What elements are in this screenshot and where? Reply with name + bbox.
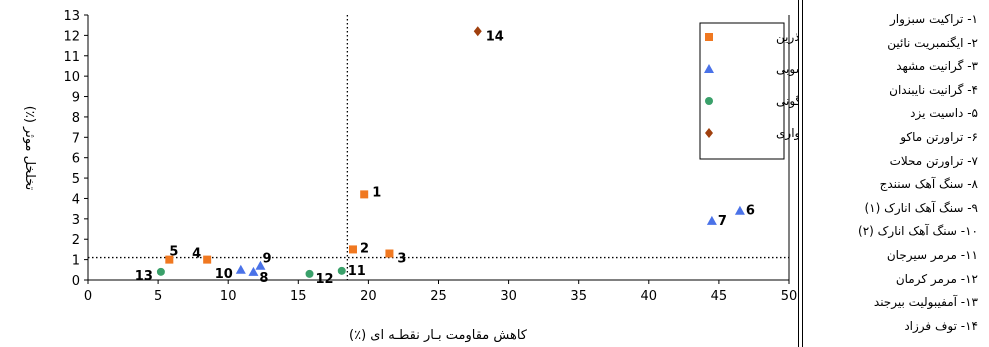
x-tick-label: 35: [570, 289, 587, 304]
figure-separator-left: [798, 0, 799, 347]
rock-list-item: ۱- تراکیت سبزوار: [889, 12, 978, 26]
legend-box: [699, 22, 785, 160]
x-tick-label: 45: [711, 289, 728, 304]
reference-lines: [88, 15, 789, 280]
rock-list-item: ۹- سنگ آهک انارک (۱): [864, 200, 978, 215]
x-tick-label: 5: [154, 289, 162, 304]
data-point-marker: [165, 255, 174, 264]
y-tick-label: 11: [63, 50, 80, 65]
y-tick-label: 9: [72, 91, 80, 106]
data-point-marker: [734, 205, 745, 215]
data-point-marker: [248, 266, 259, 276]
x-tick-label: 50: [781, 289, 798, 304]
data-point-label: 2: [360, 241, 369, 256]
y-tick-label: 0: [72, 274, 80, 289]
data-point-label: 5: [169, 245, 178, 260]
data-point-label: 12: [316, 272, 334, 287]
y-axis-title: تخلخل موثر (٪): [22, 106, 37, 191]
legend-label: آذرین: [776, 29, 798, 45]
data-point-label: 6: [746, 204, 755, 219]
data-point-label: 3: [397, 252, 406, 267]
x-axis-title: کاهش مقاومت بـار نقطـه ای (٪): [349, 328, 528, 343]
rock-list-item: ۲- ایگنمبریت نائین: [887, 35, 978, 50]
y-tick-label: 12: [63, 29, 80, 44]
data-point-marker: [156, 267, 165, 276]
rock-list-item: ۴- گرانیت نایبندان: [889, 82, 978, 97]
data-point-marker: [337, 266, 346, 275]
rock-list-item: ۱۲- مرمر کرمان: [895, 271, 978, 286]
rock-list-item: ۵- داسیت یزد: [910, 106, 978, 121]
rock-list: ۱- تراکیت سبزوار ۲- ایگنمبریت نائین ۳- گرا…: [804, 0, 986, 347]
x-tick-label: 10: [220, 289, 237, 304]
data-point-label: 1: [372, 185, 381, 200]
legend-marker: [705, 97, 713, 105]
data-point-marker: [385, 249, 394, 258]
y-tick-label: 13: [63, 9, 80, 24]
x-tick-label: 0: [84, 289, 92, 304]
y-tick-label: 3: [72, 213, 80, 228]
data-point-marker: [203, 255, 212, 264]
axes: [84, 14, 790, 284]
data-point-marker: [235, 264, 246, 274]
x-tick-label: 30: [500, 289, 517, 304]
y-tick-label: 6: [72, 152, 80, 167]
x-tick-label: 15: [290, 289, 307, 304]
legend-marker: [705, 128, 713, 138]
legend-label: آذرآواری: [776, 125, 798, 141]
legend-label: رسوبی: [776, 62, 798, 77]
legend-marker: [705, 33, 713, 41]
figure-separator-right: [802, 0, 803, 347]
data-point-label: 4: [192, 247, 201, 262]
rock-list-item: ۸- سنگ آهک سنندج: [879, 177, 978, 192]
y-tick-label: 8: [72, 111, 80, 126]
y-tick-label: 1: [72, 254, 80, 269]
legend-label: دگرگونی: [776, 94, 798, 109]
x-tick-label: 25: [430, 289, 447, 304]
data-point-label: 11: [348, 264, 366, 279]
y-tick-label: 5: [72, 172, 80, 187]
data-point-label: 13: [135, 269, 153, 284]
data-point-marker: [360, 190, 369, 199]
rock-list-item: ۱۱- مرمر سیرجان: [886, 248, 978, 262]
y-tick-label: 2: [72, 233, 80, 248]
chart-legend: آذرین رسوبی دگرگونی آذرآواری: [699, 22, 798, 160]
data-point-label: 14: [486, 29, 504, 44]
data-point-label: 8: [259, 271, 268, 286]
data-point-marker: [305, 269, 314, 278]
y-tick-label: 10: [63, 70, 80, 85]
rock-list-item: ۱۰- سنگ آهک انارک (۲): [858, 224, 978, 239]
x-tick-label: 20: [360, 289, 377, 304]
rock-list-item: ۱۳- آمفیبولیت بیرجند: [873, 295, 978, 310]
data-point-label: 9: [262, 252, 271, 267]
data-point-label: 7: [718, 214, 727, 229]
data-point-marker: [255, 260, 266, 270]
data-point-label: 10: [215, 267, 233, 282]
data-point-marker: [348, 245, 357, 254]
legend-marker: [704, 64, 714, 73]
data-point-marker: [473, 26, 482, 37]
y-tick-label: 7: [72, 131, 80, 146]
rock-list-item: ۷- تراورتن محلات: [889, 153, 978, 168]
rock-list-item: ۶- تراورتن ماکو: [900, 130, 978, 144]
x-tick-label: 40: [641, 289, 658, 304]
rock-list-item: ۱۴- توف فرزاد: [904, 318, 978, 333]
data-point-marker: [706, 215, 717, 225]
rock-list-item: ۳- گرانیت مشهد: [896, 59, 978, 74]
y-tick-label: 4: [72, 192, 80, 207]
